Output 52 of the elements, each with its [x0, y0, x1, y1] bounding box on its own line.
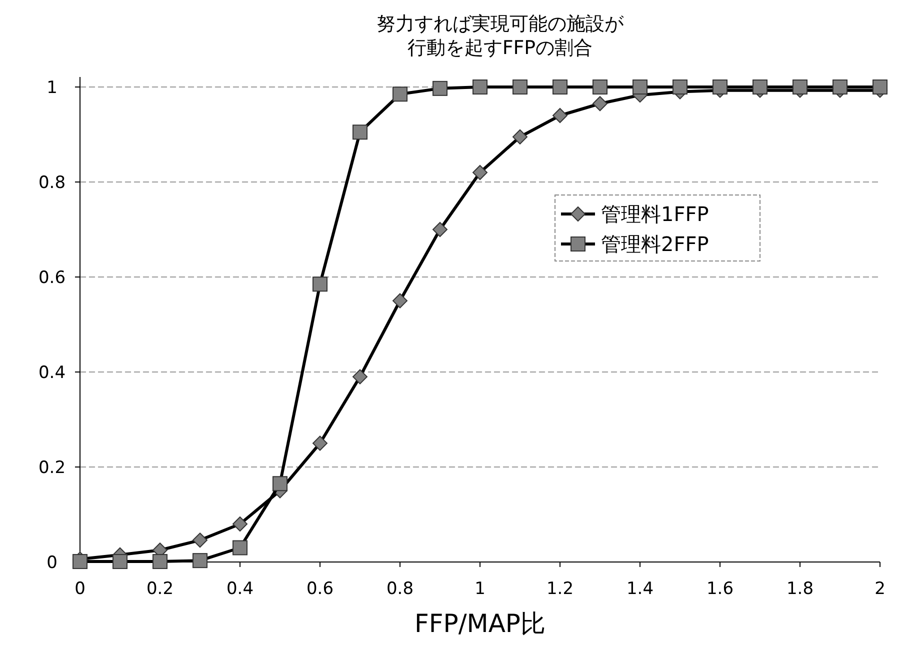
- point: [312, 436, 328, 451]
- point: [192, 553, 208, 568]
- chart-title: 努力すれば実現可能の施設が行動を起すFFPの割合: [376, 13, 624, 59]
- x-tick-label: 1.4: [626, 579, 654, 599]
- point: [352, 124, 368, 140]
- x-tick-label: 0.8: [386, 579, 414, 599]
- point: [872, 80, 888, 94]
- y-tick-label: 0.6: [38, 268, 66, 288]
- point: [472, 165, 488, 180]
- x-tick-label: 1.6: [706, 579, 734, 599]
- point: [392, 86, 408, 102]
- x-tick-label: 1.2: [546, 579, 574, 599]
- x-tick-label: 0: [74, 579, 86, 599]
- x-tick-label: 1.8: [786, 579, 814, 599]
- point: [632, 80, 648, 94]
- point: [152, 554, 168, 570]
- point: [512, 129, 528, 144]
- point: [512, 80, 528, 94]
- point: [432, 80, 448, 96]
- point: [792, 80, 808, 94]
- x-tick-label: 2: [874, 579, 886, 599]
- point: [472, 80, 488, 94]
- legend-label: 管理料1FFP: [601, 202, 709, 226]
- point: [552, 108, 568, 123]
- point: [232, 540, 248, 556]
- point: [272, 476, 288, 492]
- legend-label: 管理料2FFP: [601, 232, 709, 256]
- y-tick-label: 0.8: [38, 173, 66, 193]
- point: [72, 554, 88, 570]
- point: [712, 80, 728, 94]
- point: [312, 276, 328, 292]
- y-tick-label: 0.2: [38, 458, 66, 478]
- point: [112, 554, 128, 570]
- point: [392, 293, 408, 308]
- x-tick-label: 0.4: [226, 579, 254, 599]
- point: [352, 369, 368, 384]
- y-tick-label: 0.4: [38, 363, 66, 383]
- point: [592, 96, 608, 112]
- point: [752, 80, 768, 94]
- x-tick-label: 0.2: [146, 579, 174, 599]
- y-tick-label: 1: [46, 78, 58, 98]
- y-tick-label: 0: [46, 553, 58, 573]
- x-tick-label: 1: [474, 579, 486, 599]
- point: [592, 80, 608, 94]
- point: [672, 80, 688, 94]
- point: [232, 516, 248, 532]
- point: [432, 222, 448, 237]
- point: [552, 80, 568, 94]
- x-axis-title: FFP/MAP比: [414, 609, 546, 638]
- point: [832, 80, 848, 94]
- x-tick-label: 0.6: [306, 579, 334, 599]
- point: [192, 532, 208, 548]
